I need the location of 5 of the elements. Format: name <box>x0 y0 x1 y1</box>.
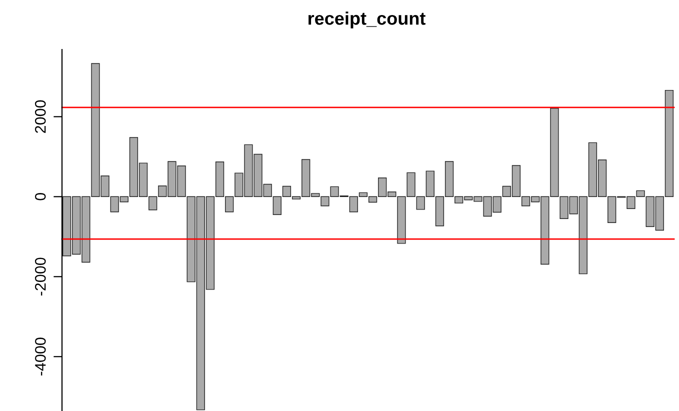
y-tick-label: -2000 <box>34 258 46 296</box>
y-tick-label: 2000 <box>34 100 46 133</box>
chart-title: receipt_count <box>308 12 426 28</box>
y-tick-label: 0 <box>34 193 46 200</box>
y-tick-label: -4000 <box>34 338 46 376</box>
